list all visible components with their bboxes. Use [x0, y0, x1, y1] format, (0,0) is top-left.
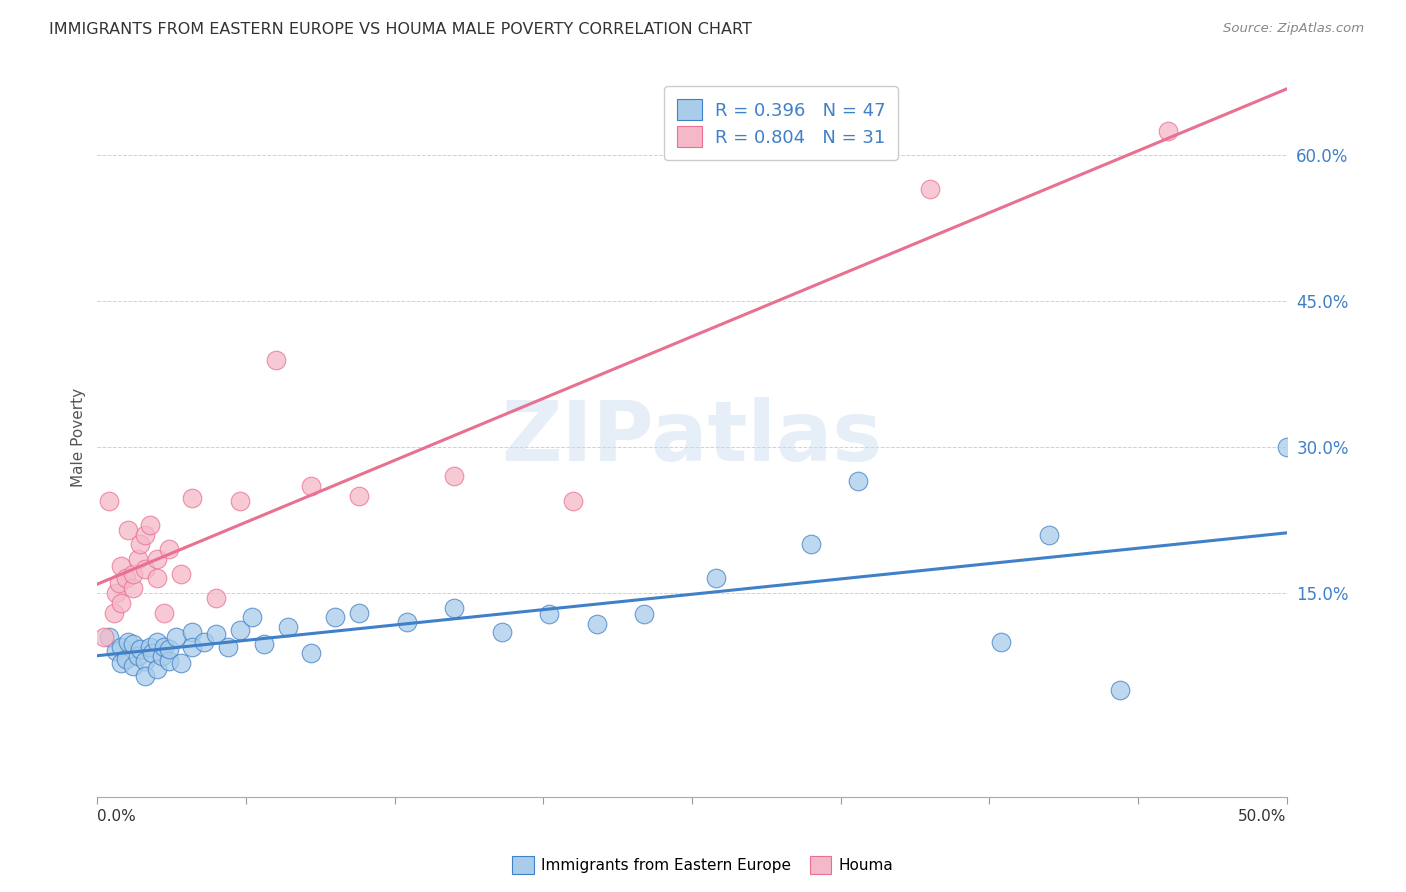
- Point: [134, 669, 156, 683]
- Text: 50.0%: 50.0%: [1239, 809, 1286, 824]
- Point: [277, 620, 299, 634]
- Point: [146, 634, 169, 648]
- Point: [110, 640, 132, 654]
- Point: [150, 649, 173, 664]
- Point: [704, 571, 727, 585]
- Point: [117, 523, 139, 537]
- Point: [800, 537, 823, 551]
- Point: [240, 610, 263, 624]
- Point: [122, 637, 145, 651]
- Point: [115, 571, 138, 585]
- Point: [205, 627, 228, 641]
- Point: [146, 552, 169, 566]
- Point: [157, 642, 180, 657]
- Point: [181, 640, 204, 654]
- Point: [127, 552, 149, 566]
- Point: [98, 630, 121, 644]
- Text: 0.0%: 0.0%: [97, 809, 136, 824]
- Point: [103, 606, 125, 620]
- Point: [93, 630, 115, 644]
- Point: [157, 542, 180, 557]
- Point: [127, 649, 149, 664]
- Point: [146, 571, 169, 585]
- Point: [395, 615, 418, 630]
- Point: [122, 659, 145, 673]
- Point: [633, 607, 655, 622]
- Point: [141, 646, 163, 660]
- Point: [323, 610, 346, 624]
- Point: [105, 644, 128, 658]
- Point: [107, 576, 129, 591]
- Point: [299, 479, 322, 493]
- Point: [1156, 124, 1178, 138]
- Point: [129, 537, 152, 551]
- Point: [347, 606, 370, 620]
- Point: [169, 656, 191, 670]
- Text: IMMIGRANTS FROM EASTERN EUROPE VS HOUMA MALE POVERTY CORRELATION CHART: IMMIGRANTS FROM EASTERN EUROPE VS HOUMA …: [49, 22, 752, 37]
- Point: [1275, 440, 1298, 454]
- Point: [193, 634, 215, 648]
- Legend: Immigrants from Eastern Europe, Houma: Immigrants from Eastern Europe, Houma: [506, 850, 900, 880]
- Point: [153, 640, 176, 654]
- Y-axis label: Male Poverty: Male Poverty: [72, 388, 86, 487]
- Legend: R = 0.396   N = 47, R = 0.804   N = 31: R = 0.396 N = 47, R = 0.804 N = 31: [664, 87, 898, 160]
- Point: [98, 493, 121, 508]
- Text: ZIPatlas: ZIPatlas: [502, 397, 883, 478]
- Point: [169, 566, 191, 581]
- Point: [217, 640, 239, 654]
- Point: [129, 642, 152, 657]
- Point: [134, 527, 156, 541]
- Point: [918, 182, 941, 196]
- Point: [181, 624, 204, 639]
- Point: [990, 634, 1012, 648]
- Point: [205, 591, 228, 605]
- Point: [134, 562, 156, 576]
- Point: [181, 491, 204, 505]
- Point: [110, 656, 132, 670]
- Point: [153, 606, 176, 620]
- Point: [443, 469, 465, 483]
- Point: [848, 474, 870, 488]
- Point: [138, 518, 160, 533]
- Point: [122, 581, 145, 595]
- Point: [491, 624, 513, 639]
- Text: Source: ZipAtlas.com: Source: ZipAtlas.com: [1223, 22, 1364, 36]
- Point: [347, 489, 370, 503]
- Point: [115, 652, 138, 666]
- Point: [146, 662, 169, 676]
- Point: [105, 586, 128, 600]
- Point: [157, 654, 180, 668]
- Point: [585, 617, 607, 632]
- Point: [538, 607, 561, 622]
- Point: [443, 600, 465, 615]
- Point: [138, 640, 160, 654]
- Point: [229, 493, 252, 508]
- Point: [117, 634, 139, 648]
- Point: [122, 566, 145, 581]
- Point: [264, 352, 287, 367]
- Point: [110, 596, 132, 610]
- Point: [562, 493, 585, 508]
- Point: [110, 558, 132, 573]
- Point: [1038, 527, 1060, 541]
- Point: [299, 646, 322, 660]
- Point: [165, 630, 187, 644]
- Point: [229, 623, 252, 637]
- Point: [134, 654, 156, 668]
- Point: [253, 637, 276, 651]
- Point: [1109, 683, 1132, 698]
